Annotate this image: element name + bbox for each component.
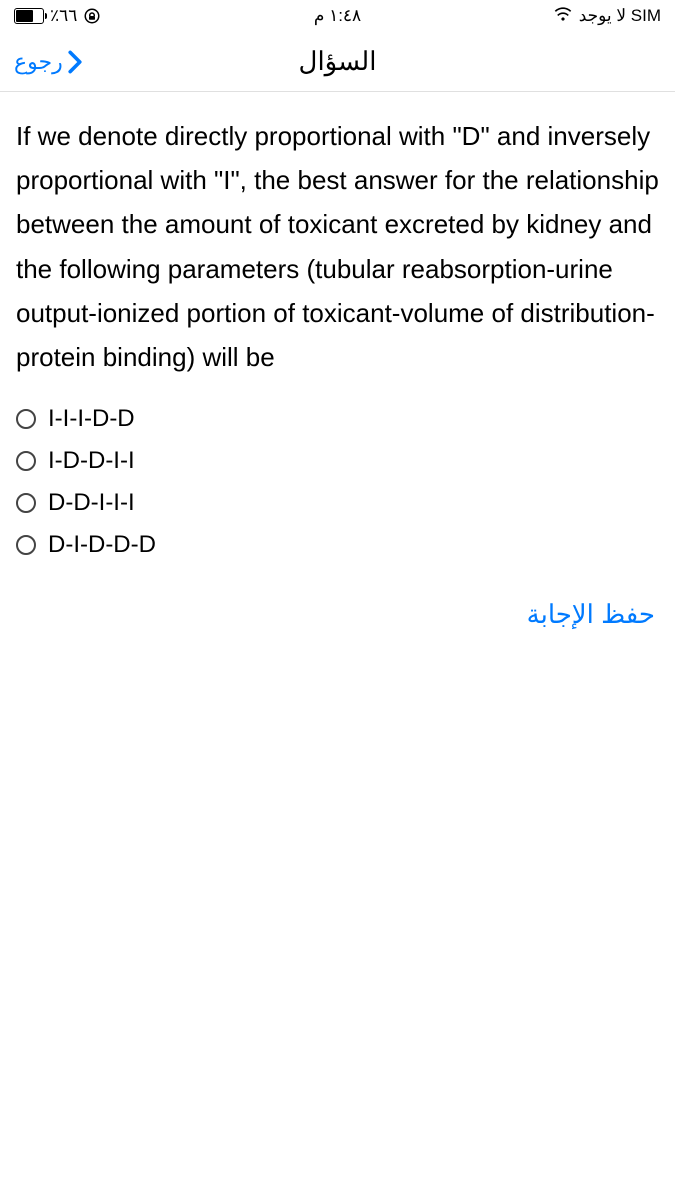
option-c[interactable]: D-D-I-I-I bbox=[16, 487, 659, 519]
radio-icon bbox=[16, 409, 36, 429]
battery-percent: ٪٦٦ bbox=[50, 6, 77, 26]
chevron-right-icon bbox=[67, 50, 83, 74]
status-bar: ٪٦٦ ١:٤٨ م لا يوجد SIM bbox=[0, 0, 675, 32]
nav-bar: رجوع السؤال bbox=[0, 32, 675, 92]
question-text: If we denote directly proportional with … bbox=[16, 114, 659, 379]
option-d[interactable]: D-I-D-D-D bbox=[16, 529, 659, 561]
sim-status: لا يوجد SIM bbox=[579, 6, 661, 26]
status-time: ١:٤٨ م bbox=[314, 6, 361, 26]
option-label: D-D-I-I-I bbox=[48, 489, 135, 517]
orientation-lock-icon bbox=[83, 7, 101, 25]
wifi-icon bbox=[553, 4, 573, 29]
page-title: السؤال bbox=[299, 46, 377, 77]
content: If we denote directly proportional with … bbox=[0, 92, 675, 652]
radio-icon bbox=[16, 451, 36, 471]
radio-icon bbox=[16, 493, 36, 513]
option-b[interactable]: I-D-D-I-I bbox=[16, 445, 659, 477]
option-label: I-D-D-I-I bbox=[48, 447, 135, 475]
save-answer-button[interactable]: حفظ الإجابة bbox=[16, 599, 659, 630]
status-left: ٪٦٦ bbox=[14, 6, 230, 26]
back-button[interactable]: رجوع bbox=[14, 49, 83, 75]
option-label: I-I-I-D-D bbox=[48, 405, 135, 433]
status-center: ١:٤٨ م bbox=[230, 6, 446, 26]
radio-icon bbox=[16, 535, 36, 555]
option-a[interactable]: I-I-I-D-D bbox=[16, 403, 659, 435]
option-label: D-I-D-D-D bbox=[48, 531, 156, 559]
back-label: رجوع bbox=[14, 49, 63, 75]
battery-icon bbox=[14, 8, 44, 24]
status-right: لا يوجد SIM bbox=[445, 4, 661, 29]
options-list: I-I-I-D-D I-D-D-I-I D-D-I-I-I D-I-D-D-D bbox=[16, 403, 659, 561]
